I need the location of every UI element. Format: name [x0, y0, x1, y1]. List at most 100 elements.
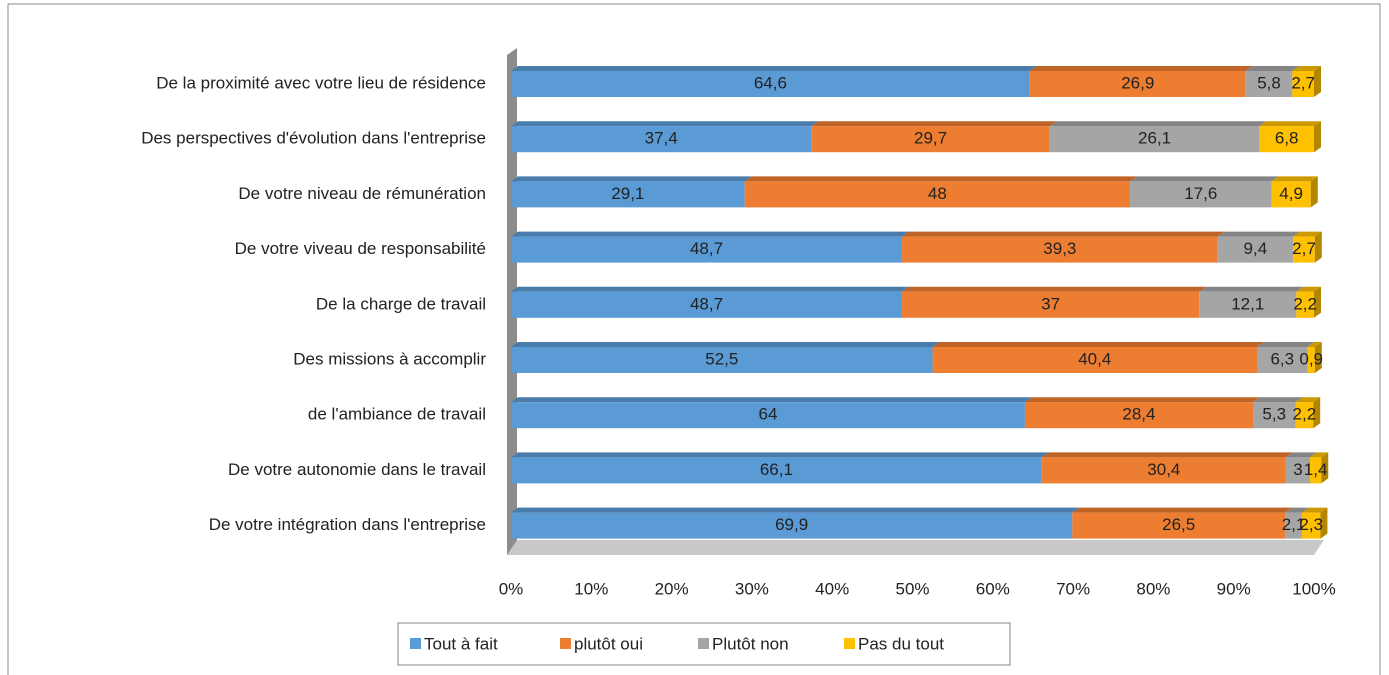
bar-side	[1314, 231, 1322, 263]
bar-side	[1314, 286, 1321, 318]
bar	[1199, 291, 1297, 318]
bar	[511, 181, 745, 208]
bar	[902, 236, 1218, 263]
x-tick-label: 20%	[655, 579, 689, 598]
bar	[1271, 181, 1311, 208]
value-label: 29,1	[611, 184, 644, 203]
x-tick-label: 0%	[499, 579, 524, 598]
bar	[1301, 512, 1321, 539]
bar-top	[1245, 66, 1300, 71]
bar-top	[932, 342, 1264, 347]
category-label: de l'ambiance de travail	[308, 405, 486, 424]
value-label: 37	[1041, 294, 1060, 313]
category-label: Des perspectives d'évolution dans l'entr…	[141, 129, 486, 148]
value-label: 48	[928, 184, 947, 203]
value-label: 28,4	[1122, 405, 1155, 424]
value-label: 3	[1293, 460, 1302, 479]
bar	[1285, 457, 1310, 484]
bar-top	[744, 176, 1138, 182]
value-label: 69,9	[775, 515, 808, 534]
bar-top	[511, 342, 940, 347]
value-label: 17,6	[1184, 184, 1217, 203]
bar	[1307, 347, 1315, 373]
category-label: De votre autonomie dans le travail	[228, 460, 486, 479]
value-label: 52,5	[705, 349, 738, 368]
bar	[1256, 347, 1308, 373]
value-label: 26,1	[1138, 129, 1171, 148]
bar	[1296, 291, 1314, 318]
bar	[1245, 71, 1293, 97]
value-label: 12,1	[1231, 294, 1264, 313]
bar-top	[511, 507, 1080, 513]
x-tick-label: 30%	[735, 579, 769, 598]
bar	[511, 457, 1042, 484]
category-label: De la proximité avec votre lieu de résid…	[156, 73, 486, 92]
x-tick-label: 90%	[1217, 579, 1251, 598]
bar	[1049, 126, 1260, 153]
value-label: 29,7	[914, 129, 947, 148]
value-label: 2,7	[1291, 73, 1315, 92]
bar-side	[1314, 66, 1321, 97]
bar	[511, 126, 812, 153]
legend-label: plutôt oui	[574, 634, 643, 653]
bar-top	[1130, 176, 1279, 182]
bar	[1130, 181, 1272, 208]
bar	[1252, 402, 1296, 429]
value-label: 2,2	[1293, 405, 1317, 424]
bar	[902, 291, 1200, 318]
x-tick-label: 10%	[574, 579, 608, 598]
value-label: 26,9	[1121, 73, 1154, 92]
bar-top	[511, 231, 910, 237]
bar	[1029, 71, 1246, 97]
value-label: 6,3	[1270, 349, 1294, 368]
bar	[511, 291, 903, 318]
bar	[1217, 236, 1294, 263]
bar-top	[1309, 452, 1329, 458]
bar-top	[1293, 231, 1322, 237]
bar	[511, 71, 1030, 97]
category-label: De votre niveau de rémunération	[238, 184, 486, 203]
value-label: 1,4	[1304, 460, 1328, 479]
bar-top	[1041, 452, 1293, 458]
legend-label: Pas du tout	[858, 634, 944, 653]
bar-top	[1217, 231, 1301, 237]
bar-top	[1049, 121, 1267, 127]
bar	[1041, 457, 1286, 484]
bar-side	[1321, 452, 1329, 484]
legend-swatch	[410, 638, 421, 649]
bar-top	[1285, 507, 1309, 513]
value-label: 2,7	[1292, 239, 1316, 258]
bar	[511, 236, 903, 263]
value-label: 26,5	[1162, 515, 1195, 534]
value-label: 64	[758, 405, 777, 424]
value-label: 48,7	[690, 239, 723, 258]
bar-side	[1314, 121, 1321, 153]
value-label: 0,9	[1299, 349, 1323, 368]
bar-side	[1310, 176, 1318, 208]
legend-label: Tout à fait	[424, 634, 498, 653]
value-label: 66,1	[760, 460, 793, 479]
bar-top	[511, 397, 1032, 403]
value-label: 2,2	[1293, 294, 1317, 313]
bar-top	[1199, 286, 1304, 292]
bar-top	[811, 121, 1057, 127]
value-label: 5,3	[1262, 405, 1286, 424]
bar-side	[1314, 342, 1322, 373]
value-label: 9,4	[1244, 239, 1268, 258]
value-label: 48,7	[690, 294, 723, 313]
legend-swatch	[698, 638, 709, 649]
bar-top	[1292, 66, 1321, 71]
bar-top	[1301, 507, 1328, 513]
bar-side	[1320, 507, 1328, 539]
bar-top	[1072, 507, 1293, 513]
bar-top	[1259, 121, 1321, 127]
value-label: 5,8	[1257, 73, 1281, 92]
value-label: 4,9	[1279, 184, 1303, 203]
bar-top	[511, 66, 1037, 71]
bar-top	[1252, 397, 1303, 403]
bar	[1309, 457, 1322, 484]
bar-top	[1285, 452, 1317, 458]
value-label: 40,4	[1078, 349, 1111, 368]
bar-top	[1271, 176, 1318, 182]
value-label: 2,3	[1299, 515, 1323, 534]
